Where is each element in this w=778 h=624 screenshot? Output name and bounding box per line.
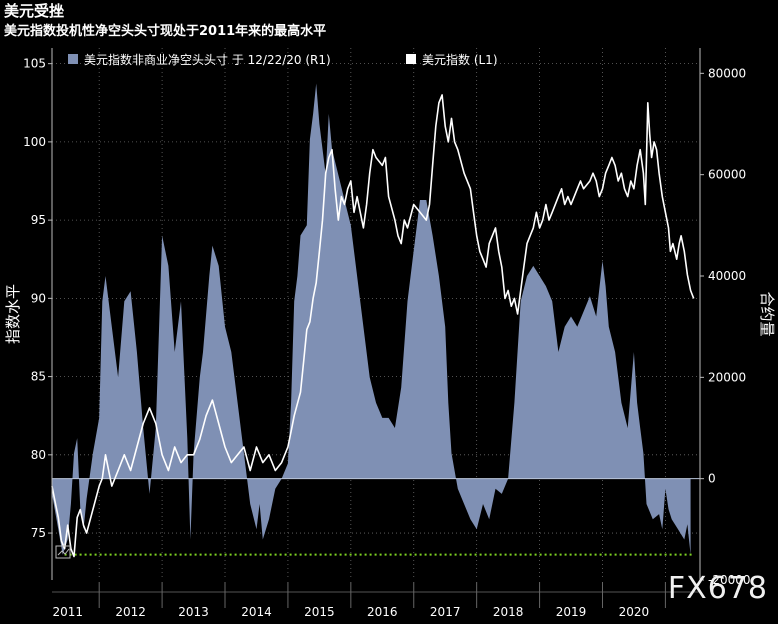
left-tick-label: 85	[31, 370, 46, 384]
area-layer	[52, 83, 700, 555]
chart-type-icon	[55, 545, 71, 559]
legend-layer: 美元指数非商业净空头头寸 于 12/22/20 (R1) 美元指数 (L1)	[68, 52, 498, 67]
right-tick-label: 0	[708, 472, 716, 486]
right-tick-label: 20000	[708, 370, 746, 384]
left-tick-label: 100	[23, 135, 46, 149]
x-tick-label: 2020	[619, 605, 650, 619]
right-tick-label: -20000	[708, 573, 751, 587]
left-tick-label: 90	[31, 291, 46, 305]
left-tick-label: 80	[31, 448, 46, 462]
axis-layer: 75 80 85 90 95 100 105 -20000 0 20000 40000 60000 80…	[4, 48, 776, 619]
line-series-dxy	[51, 94, 695, 558]
x-tick-label: 2018	[493, 605, 524, 619]
x-tick-label: 2019	[556, 605, 587, 619]
legend-label-line: 美元指数 (L1)	[422, 52, 498, 67]
y-axis-left-title: 指数水平	[4, 284, 22, 344]
legend-swatch-area	[68, 54, 78, 64]
chart-type-icon-line	[57, 548, 70, 556]
right-tick-label: 40000	[708, 269, 746, 283]
chart-subtitle: 美元指数投机性净空头头寸现处于2011年来的最高水平	[4, 24, 327, 39]
x-tick-label: 2014	[241, 605, 272, 619]
right-tick-label: 80000	[708, 66, 746, 80]
y-axis-right-title: 合约量	[758, 291, 776, 336]
chart-title: 美元受挫	[4, 2, 65, 20]
right-tick-label: 60000	[708, 168, 746, 182]
x-tick-label: 2013	[178, 605, 209, 619]
legend-label-area: 美元指数非商业净空头头寸 于 12/22/20 (R1)	[84, 52, 331, 67]
x-tick-label: 2017	[430, 605, 461, 619]
watermark-text: FX678	[667, 571, 768, 606]
area-series-net-short	[52, 83, 691, 555]
x-tick-label: 2015	[304, 605, 335, 619]
left-tick-label: 105	[23, 57, 46, 71]
chart-type-icon-frame	[55, 545, 71, 559]
x-tick-label: 2016	[367, 605, 398, 619]
left-tick-label: 75	[31, 526, 46, 540]
x-tick-label: 2012	[115, 605, 146, 619]
legend-swatch-line	[406, 54, 416, 64]
left-tick-label: 95	[31, 213, 46, 227]
line-layer	[51, 94, 695, 558]
x-tick-label: 2011	[52, 605, 83, 619]
